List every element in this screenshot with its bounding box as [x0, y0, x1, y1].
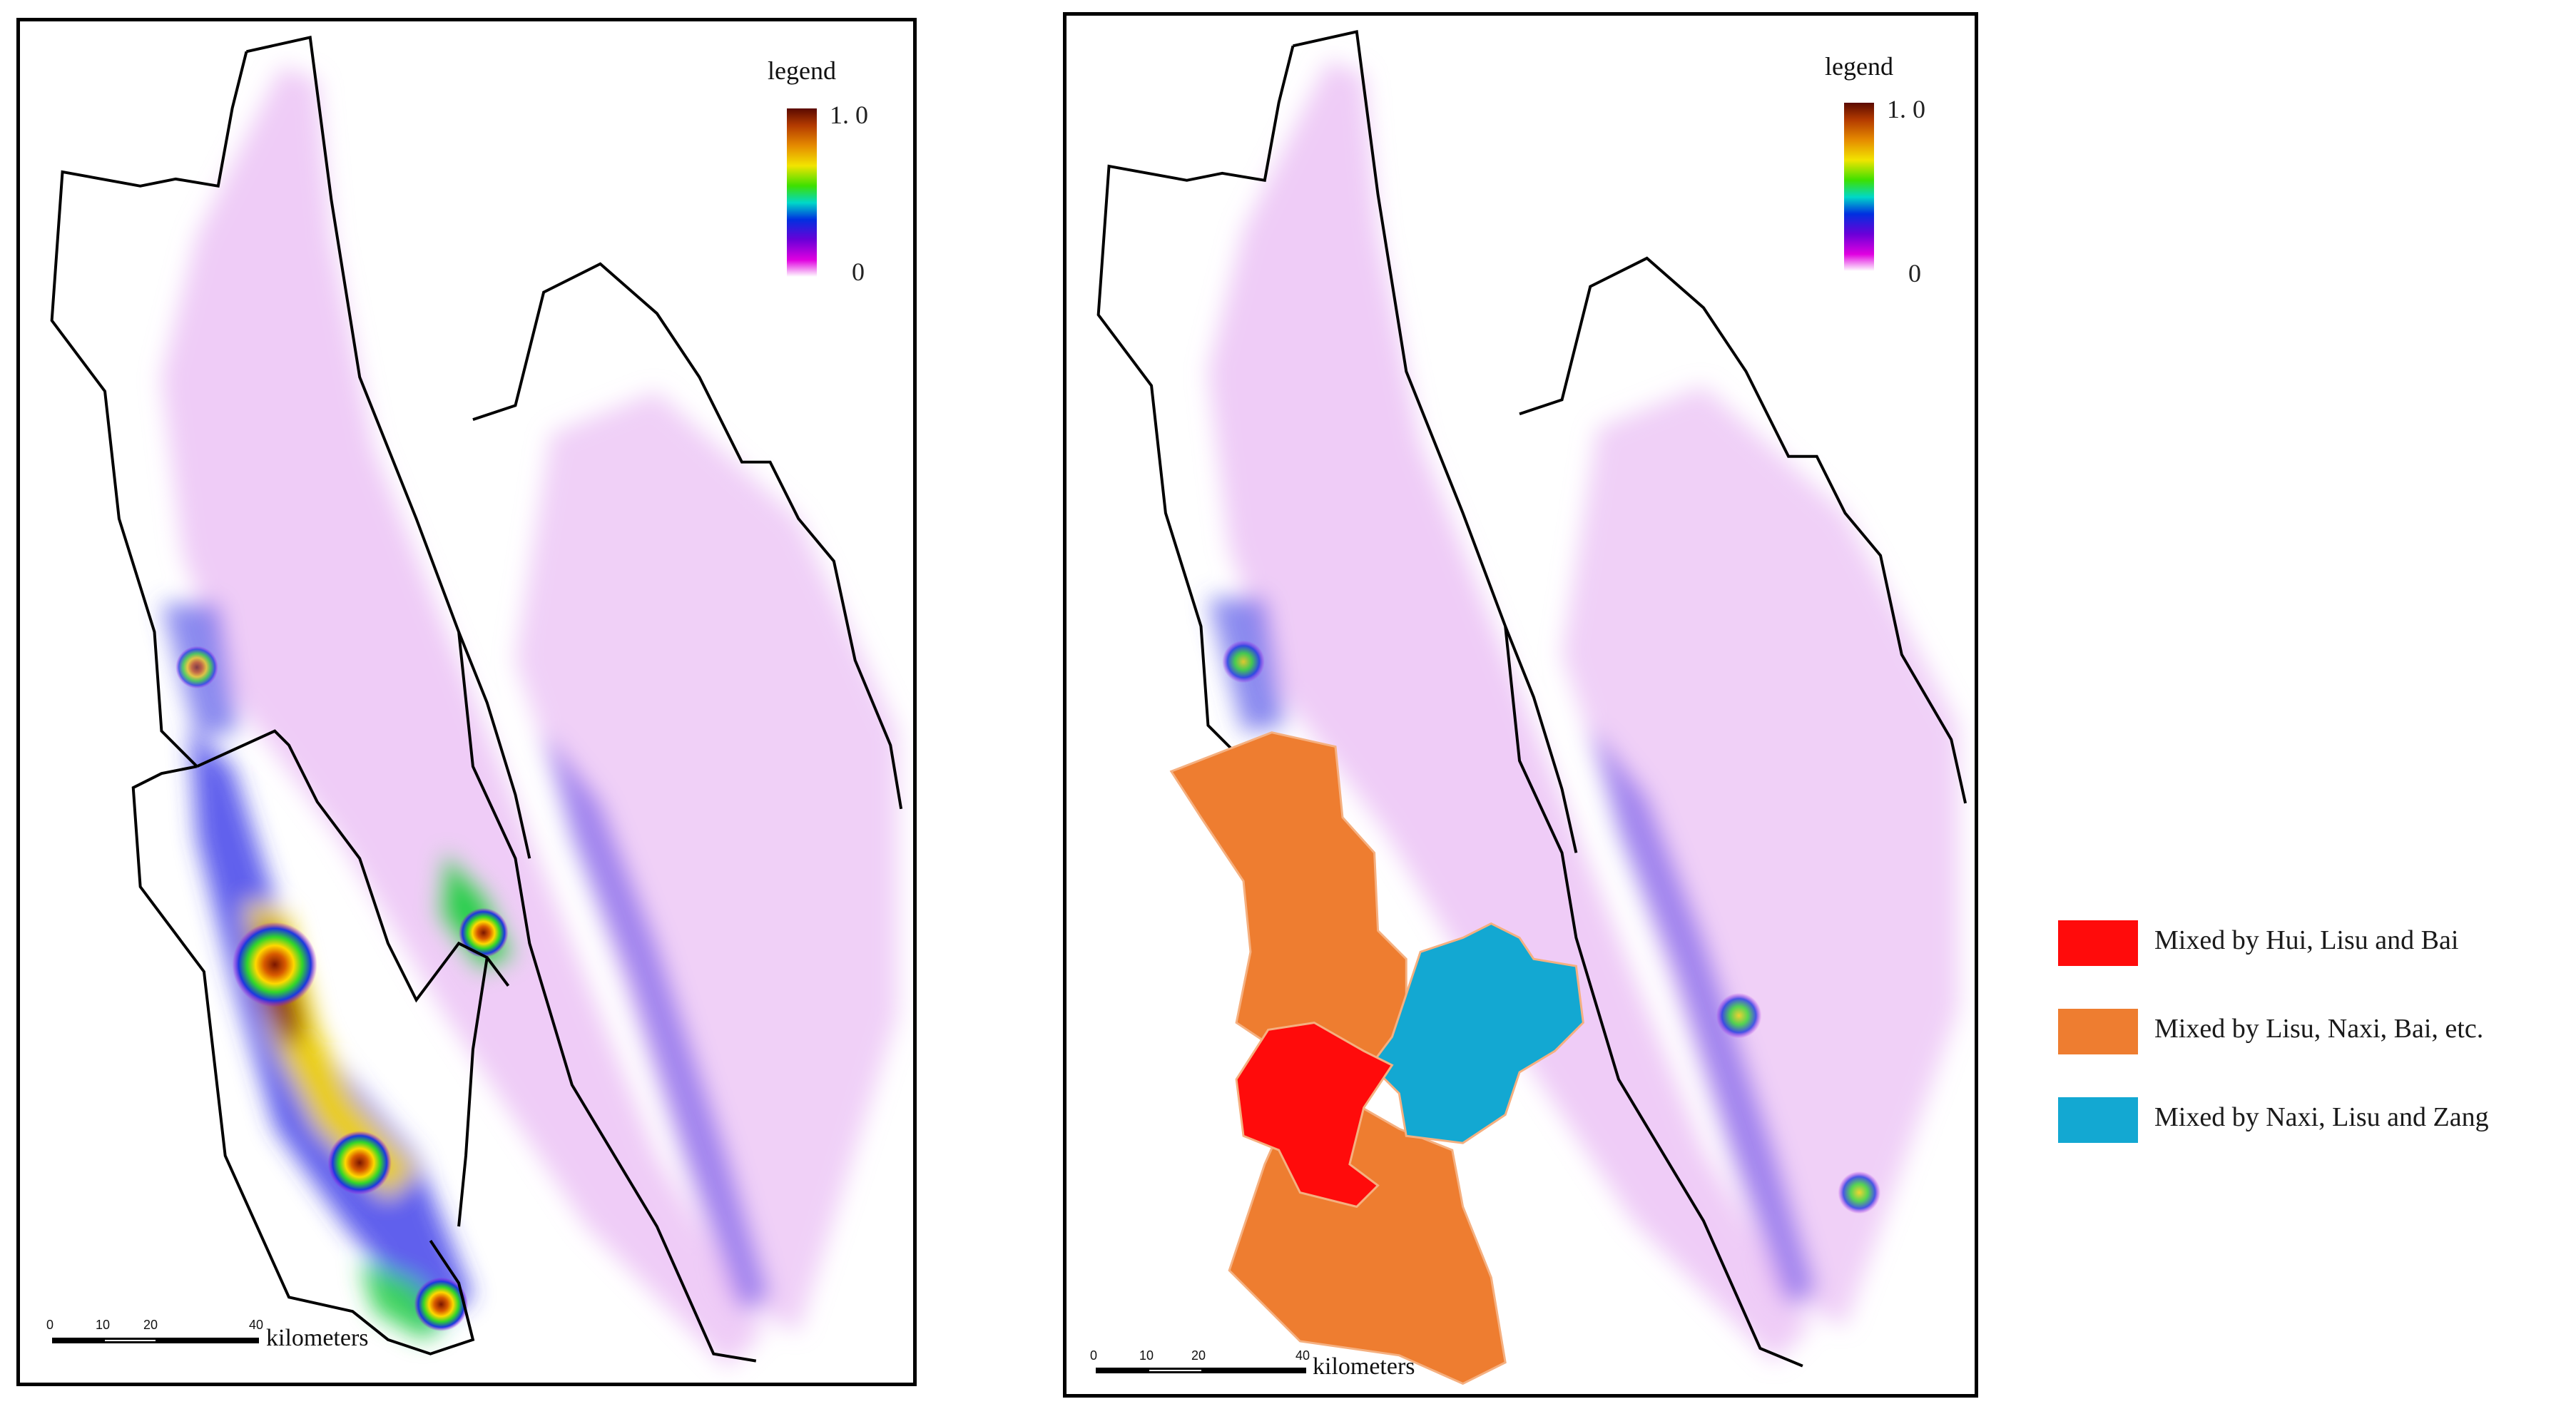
- legend-item-label: Mixed by Naxi, Lisu and Zang: [2154, 1102, 2489, 1132]
- density-map-right: legend 1. 0 0 0 10 20 40 kilometers: [1063, 12, 1978, 1398]
- legend-title: legend: [1825, 52, 1893, 81]
- county-boundaries: [50, 36, 903, 1363]
- legend-color-ramp: [1844, 103, 1874, 271]
- scale-tick-20: 20: [1191, 1348, 1206, 1363]
- legend-title: legend: [768, 56, 836, 85]
- scale-tick-0: 0: [46, 1318, 54, 1332]
- scale-bar-graphic: [1096, 1368, 1306, 1373]
- legend-swatch: [2058, 1009, 2138, 1054]
- county-boundaries: [1096, 30, 1967, 1368]
- scale-bar-graphic: [52, 1338, 259, 1343]
- legend-min-label: 0: [852, 258, 865, 286]
- legend-item-label: Mixed by Hui, Lisu and Bai: [2154, 925, 2459, 955]
- density-field: [1208, 60, 1959, 1363]
- scale-unit: kilometers: [266, 1325, 369, 1351]
- scale-tick-10: 10: [96, 1318, 111, 1332]
- legend-min-label: 0: [1908, 259, 1921, 288]
- scale-tick-40: 40: [249, 1318, 264, 1332]
- legend-swatch: [2058, 1097, 2138, 1143]
- scale-tick-20: 20: [143, 1318, 158, 1332]
- legend-max-label: 1. 0: [830, 101, 868, 129]
- zone-naxi-lisu-zang: [1369, 922, 1584, 1144]
- scale-unit: kilometers: [1313, 1353, 1415, 1380]
- legend-swatch: [2058, 920, 2138, 966]
- heatmap-left: [50, 36, 903, 1368]
- zone-hui-lisu-bai: [1235, 1021, 1394, 1209]
- scale-tick-0: 0: [1090, 1348, 1098, 1363]
- density-map-left: legend 1. 0 0 0 10 20 40 kilometers: [16, 18, 917, 1386]
- heatmap-right: [1096, 30, 1967, 1385]
- legend-color-ramp: [787, 108, 817, 277]
- scale-tick-10: 10: [1139, 1348, 1154, 1363]
- hotspots: [1222, 640, 1881, 1214]
- hotspots: [175, 646, 509, 1331]
- legend-item-label: Mixed by Lisu, Naxi, Bai, etc.: [2154, 1014, 2484, 1044]
- ethnic-zones: [1169, 731, 1584, 1385]
- scale-tick-40: 40: [1295, 1348, 1310, 1363]
- legend-max-label: 1. 0: [1887, 95, 1925, 123]
